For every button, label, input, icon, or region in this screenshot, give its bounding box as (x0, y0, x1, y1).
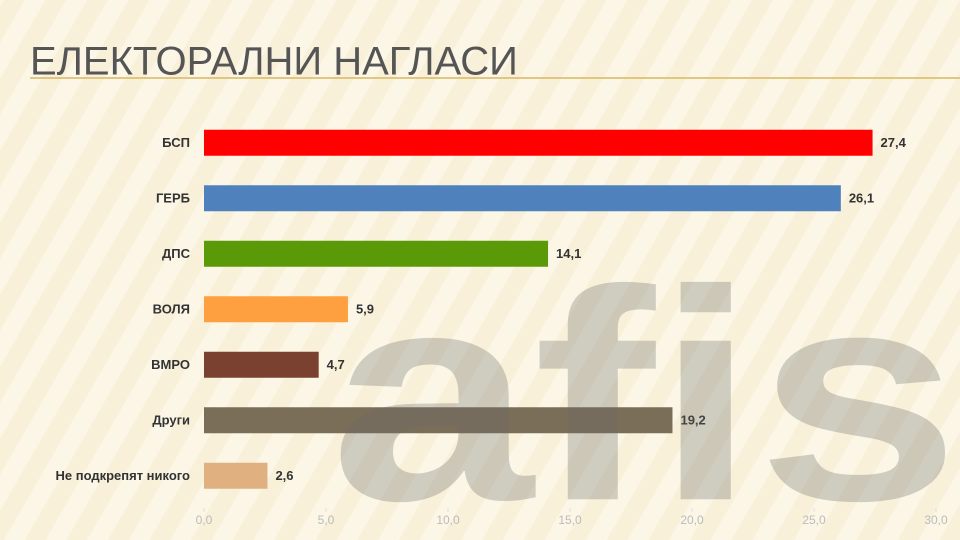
value-label: 4,7 (327, 357, 345, 372)
x-tick-label: 20,0 (680, 513, 704, 527)
y-tick-label: ДПС (162, 246, 191, 261)
y-tick-label: Други (152, 413, 190, 428)
x-tick-label: 25,0 (802, 513, 826, 527)
x-tick-label: 10,0 (436, 513, 460, 527)
chart-title: ЕЛЕКТОРАЛНИ НАГЛАСИ (30, 40, 518, 84)
value-label: 2,6 (275, 468, 293, 483)
value-label: 19,2 (680, 413, 705, 428)
value-label: 5,9 (356, 302, 374, 317)
bar (204, 407, 673, 434)
y-tick-label: ВОЛЯ (153, 302, 190, 317)
x-tick-label: 0,0 (196, 513, 213, 527)
watermark: afis (330, 227, 960, 540)
bar (204, 351, 319, 378)
bar (204, 296, 348, 323)
bar (204, 240, 549, 267)
bar (204, 129, 873, 156)
y-tick-label: ГЕРБ (156, 191, 190, 206)
value-label: 26,1 (849, 191, 874, 206)
bar (204, 185, 841, 212)
y-tick-label: БСП (162, 135, 190, 150)
y-tick-label: Не подкрепят никого (55, 468, 190, 483)
x-tick-label: 30,0 (924, 513, 948, 527)
value-label: 27,4 (881, 135, 907, 150)
y-tick-label: ВМРО (151, 357, 190, 372)
bar (204, 462, 268, 489)
x-tick-label: 5,0 (318, 513, 335, 527)
value-label: 14,1 (556, 246, 581, 261)
x-tick-label: 15,0 (558, 513, 582, 527)
